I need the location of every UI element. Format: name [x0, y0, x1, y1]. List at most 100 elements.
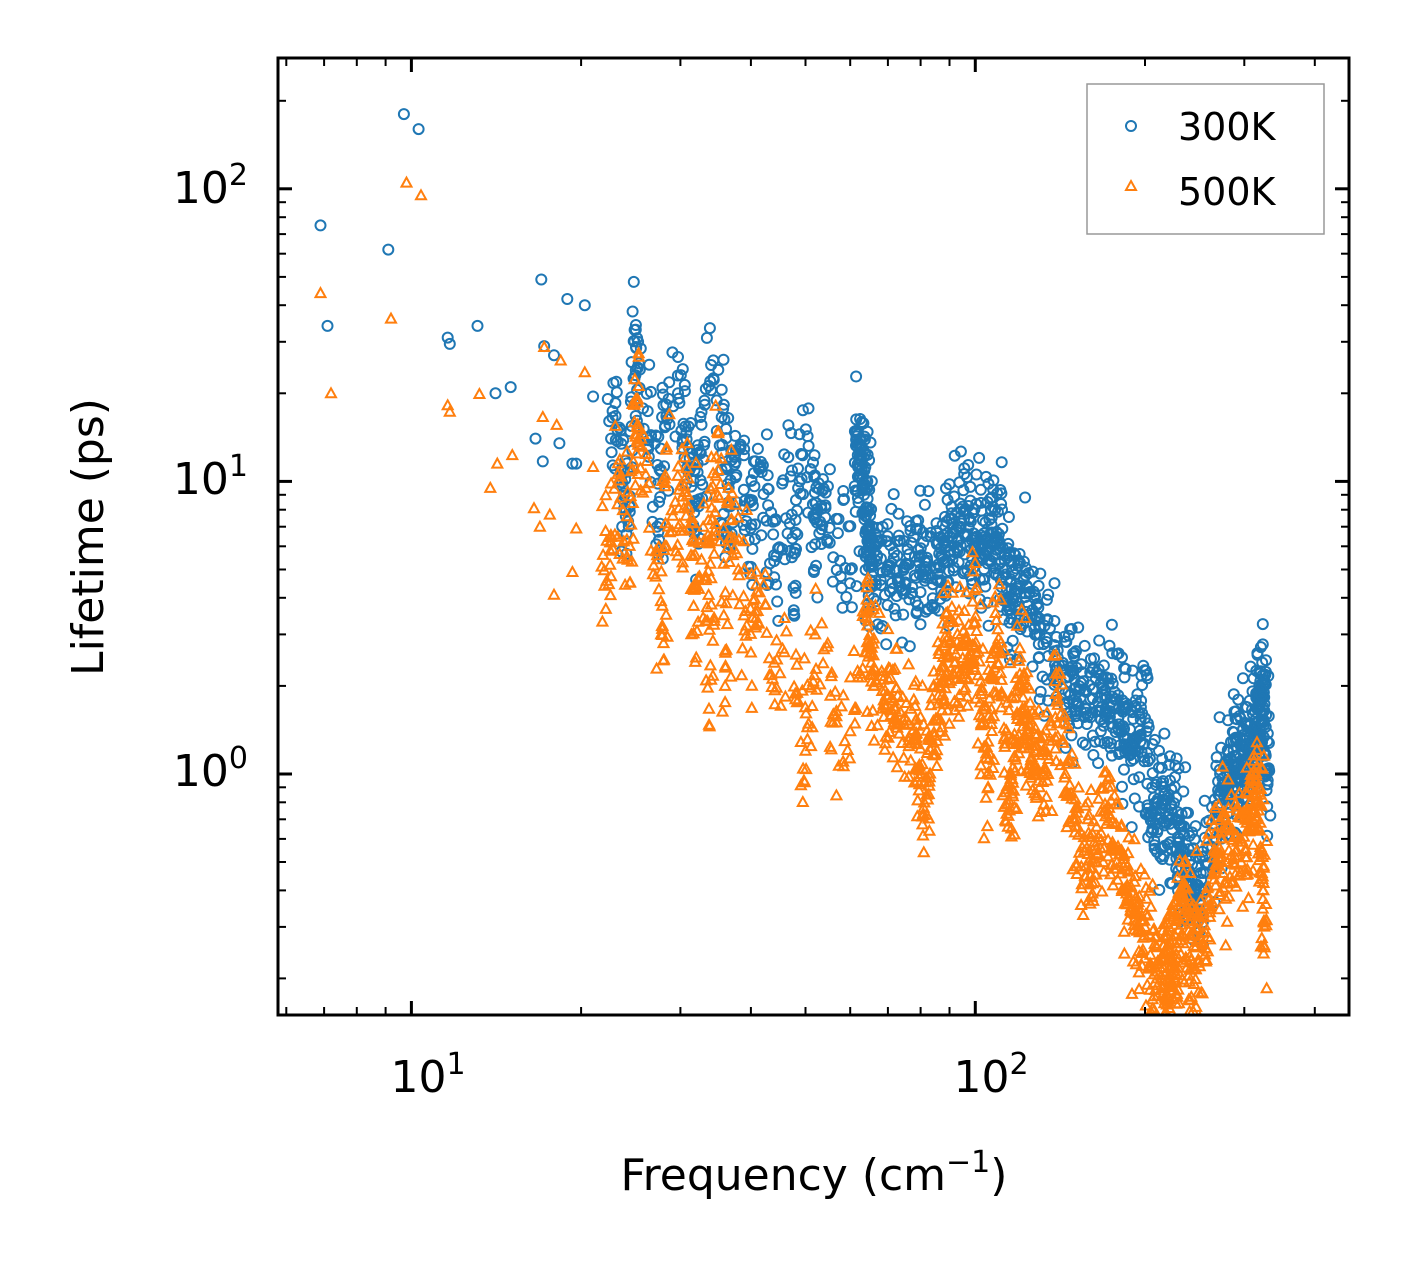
series-500K-point	[665, 503, 679, 516]
series-500K-point	[1008, 800, 1022, 813]
series-500K-point	[1145, 877, 1160, 890]
series-500K-point	[908, 698, 922, 711]
series-300K-point	[1086, 706, 1099, 719]
series-500K-point	[807, 668, 821, 681]
series-300K-point	[536, 455, 549, 468]
series-500K-point	[797, 651, 812, 664]
series-500K-point	[995, 689, 1009, 702]
series-500K-point	[912, 763, 927, 776]
series-500K-point	[671, 468, 685, 481]
series-300K-point	[1133, 771, 1146, 784]
series-500K-point	[696, 519, 710, 532]
series-500K-point	[1166, 983, 1180, 996]
series-500K-point	[738, 603, 753, 616]
series-500K-point	[626, 531, 640, 544]
series-500K-point	[718, 645, 733, 658]
series-500K-point	[843, 751, 857, 764]
series-500K-point	[578, 365, 592, 378]
series-300K-point	[1255, 694, 1268, 707]
series-500K-point	[930, 758, 944, 771]
series-500K-point	[1241, 823, 1255, 836]
series-500K-point	[604, 569, 618, 582]
series-500K-point	[1106, 878, 1120, 891]
series-300K-point	[631, 361, 644, 374]
series-500K-point	[684, 581, 698, 594]
series-500K-point	[986, 595, 1000, 608]
series-500K-point	[994, 700, 1008, 713]
series-500K-point	[690, 623, 704, 636]
series-300K-point	[977, 573, 990, 586]
series-300K-point	[947, 564, 960, 577]
series-500K-point	[1009, 752, 1023, 765]
series-300K-point	[789, 526, 802, 539]
series-300K-point	[615, 437, 628, 450]
series-300K-point	[817, 482, 830, 495]
series-300K-point	[796, 404, 809, 417]
series-500K-point	[631, 466, 645, 479]
series-300K-point	[809, 538, 822, 551]
series-500K-point	[1005, 691, 1020, 704]
series-500K-point	[699, 613, 713, 626]
x-tick-label-100: 102	[953, 1047, 1028, 1103]
series-300K-point	[749, 518, 761, 531]
series-300K-point	[1071, 699, 1084, 712]
series-300K-point	[561, 293, 574, 305]
series-500K-point	[749, 564, 764, 577]
series-300K-point	[1261, 735, 1274, 748]
series-500K-point	[725, 486, 739, 499]
series-500K-point	[860, 704, 874, 717]
series-500K-point	[998, 739, 1012, 752]
series-300K-point	[789, 513, 802, 526]
series-500K-point	[909, 725, 923, 738]
series-500K-point	[851, 670, 865, 683]
series-300K-point	[1103, 639, 1116, 652]
series-300K-point	[1254, 641, 1267, 654]
series-500K-point	[1125, 986, 1139, 999]
series-500K-point	[607, 481, 621, 494]
series-300K-point	[979, 580, 992, 593]
series-300K-point	[905, 536, 918, 549]
series-300K-point	[823, 463, 836, 476]
series-500K-point	[1144, 899, 1158, 912]
series-500K-point	[595, 614, 610, 627]
series-500K-point	[1085, 886, 1099, 899]
series-500K-point	[1091, 791, 1106, 804]
series-300K-point	[578, 299, 591, 312]
series-300K-point	[808, 449, 821, 462]
series-300K-point	[1093, 634, 1106, 647]
series-300K-point	[863, 454, 876, 467]
series-300K-point	[1141, 802, 1154, 815]
series-500K-point	[1184, 900, 1198, 913]
series-500K-point	[923, 766, 937, 779]
series-500K-point	[1070, 801, 1084, 814]
series-300K-point	[674, 369, 687, 382]
series-500K-point	[909, 674, 923, 687]
series-500K-point	[706, 489, 720, 502]
series-300K-point	[1141, 717, 1154, 730]
series-500K-point	[1082, 808, 1096, 821]
series-500K-point	[1097, 864, 1111, 877]
series-500K-point	[719, 596, 733, 609]
series-300K-point	[613, 421, 626, 434]
series-500K-point	[922, 787, 936, 800]
series-300K-point	[717, 353, 730, 366]
series-300K-point	[1034, 567, 1047, 580]
series-500K-point	[994, 592, 1008, 605]
series-300K-point	[807, 566, 820, 578]
series-500K-point	[1051, 729, 1065, 742]
series-300K-point	[1033, 620, 1046, 633]
series-500K-point	[890, 760, 904, 773]
series-300K-point	[807, 456, 819, 469]
series-500K-point	[1241, 891, 1256, 904]
series-500K-point	[655, 598, 669, 611]
series-500K-point	[1008, 763, 1022, 776]
series-500K-point	[848, 716, 862, 729]
series-300K-point	[858, 464, 871, 477]
series-300K-point	[1065, 623, 1078, 635]
series-500K-point	[737, 534, 751, 547]
series-300K-point	[1186, 826, 1199, 839]
series-300K-point	[1260, 709, 1273, 721]
series-300K-point	[1164, 836, 1177, 849]
series-300K-point	[1008, 584, 1021, 597]
series-500K-point	[599, 601, 613, 614]
